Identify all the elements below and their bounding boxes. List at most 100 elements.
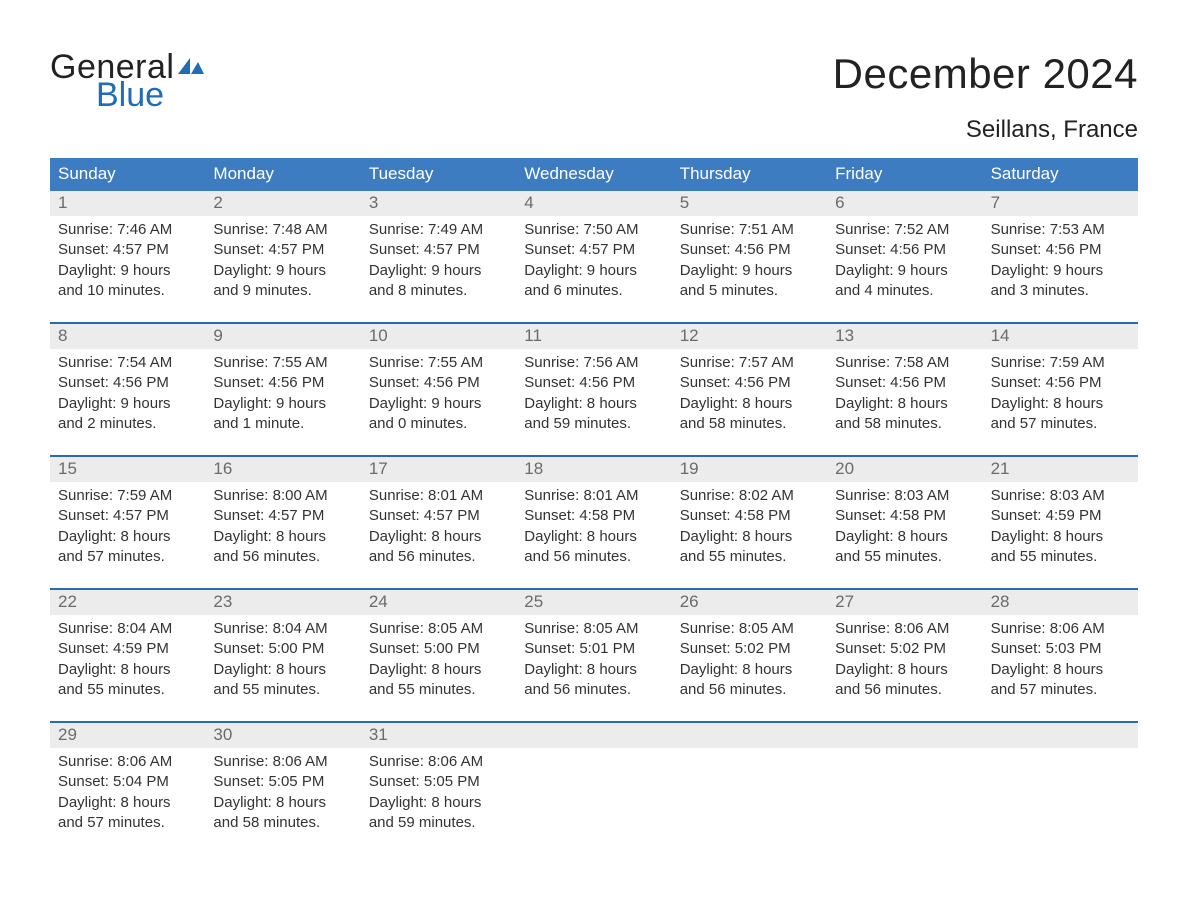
day-cell: Sunrise: 7:55 AMSunset: 4:56 PMDaylight:… [205, 349, 360, 441]
day-cell: Sunrise: 7:55 AMSunset: 4:56 PMDaylight:… [361, 349, 516, 441]
sunset-line: Sunset: 4:58 PM [835, 506, 974, 526]
sunset-line: Sunset: 4:57 PM [58, 506, 197, 526]
daylight-line-2: and 10 minutes. [58, 281, 197, 301]
day-number: 12 [672, 324, 827, 349]
logo: General Blue [50, 50, 204, 112]
sunset-line: Sunset: 4:57 PM [58, 240, 197, 260]
daylight-line-2: and 1 minute. [213, 414, 352, 434]
daylight-line-1: Daylight: 8 hours [213, 793, 352, 813]
day-number-row: 293031 [50, 723, 1138, 748]
day-number: 18 [516, 457, 671, 482]
sunrise-line: Sunrise: 8:06 AM [213, 752, 352, 772]
weekday-label: Thursday [672, 158, 827, 191]
sunrise-line: Sunrise: 8:05 AM [369, 619, 508, 639]
daylight-line-2: and 3 minutes. [991, 281, 1130, 301]
daylight-line-2: and 59 minutes. [524, 414, 663, 434]
sunset-line: Sunset: 4:59 PM [58, 639, 197, 659]
daylight-line-2: and 5 minutes. [680, 281, 819, 301]
day-cell: Sunrise: 8:05 AMSunset: 5:00 PMDaylight:… [361, 615, 516, 707]
daylight-line-1: Daylight: 8 hours [524, 394, 663, 414]
day-number: 19 [672, 457, 827, 482]
day-number [516, 723, 671, 748]
daylight-line-2: and 58 minutes. [835, 414, 974, 434]
sunrise-line: Sunrise: 8:01 AM [524, 486, 663, 506]
sunrise-line: Sunrise: 7:54 AM [58, 353, 197, 373]
daylight-line-1: Daylight: 9 hours [369, 261, 508, 281]
sunrise-line: Sunrise: 7:58 AM [835, 353, 974, 373]
sunrise-line: Sunrise: 7:56 AM [524, 353, 663, 373]
sunrise-line: Sunrise: 8:02 AM [680, 486, 819, 506]
weekday-label: Sunday [50, 158, 205, 191]
day-cell: Sunrise: 8:06 AMSunset: 5:04 PMDaylight:… [50, 748, 205, 840]
day-cell: Sunrise: 8:00 AMSunset: 4:57 PMDaylight:… [205, 482, 360, 574]
daylight-line-2: and 55 minutes. [213, 680, 352, 700]
sunset-line: Sunset: 4:58 PM [524, 506, 663, 526]
daylight-line-2: and 56 minutes. [369, 547, 508, 567]
sunset-line: Sunset: 4:56 PM [991, 240, 1130, 260]
daylight-line-2: and 55 minutes. [835, 547, 974, 567]
daylight-line-2: and 56 minutes. [213, 547, 352, 567]
daylight-line-1: Daylight: 8 hours [680, 660, 819, 680]
sunset-line: Sunset: 4:56 PM [835, 373, 974, 393]
day-cell: Sunrise: 7:46 AMSunset: 4:57 PMDaylight:… [50, 216, 205, 308]
day-cell: Sunrise: 7:57 AMSunset: 4:56 PMDaylight:… [672, 349, 827, 441]
calendar-week: 22232425262728Sunrise: 8:04 AMSunset: 4:… [50, 588, 1138, 707]
sunset-line: Sunset: 4:56 PM [680, 240, 819, 260]
sunrise-line: Sunrise: 7:48 AM [213, 220, 352, 240]
sunset-line: Sunset: 4:58 PM [680, 506, 819, 526]
daylight-line-1: Daylight: 9 hours [213, 394, 352, 414]
sunrise-line: Sunrise: 7:53 AM [991, 220, 1130, 240]
sunrise-line: Sunrise: 7:51 AM [680, 220, 819, 240]
page-title: December 2024 [833, 50, 1138, 98]
day-number: 30 [205, 723, 360, 748]
daylight-line-2: and 57 minutes. [58, 547, 197, 567]
daylight-line-2: and 59 minutes. [369, 813, 508, 833]
daylight-line-2: and 55 minutes. [991, 547, 1130, 567]
sunrise-line: Sunrise: 8:06 AM [58, 752, 197, 772]
day-number: 14 [983, 324, 1138, 349]
weekday-label: Tuesday [361, 158, 516, 191]
daylight-line-2: and 56 minutes. [835, 680, 974, 700]
sunrise-line: Sunrise: 8:01 AM [369, 486, 508, 506]
day-cell: Sunrise: 7:59 AMSunset: 4:57 PMDaylight:… [50, 482, 205, 574]
day-cell: Sunrise: 7:48 AMSunset: 4:57 PMDaylight:… [205, 216, 360, 308]
sunrise-line: Sunrise: 7:55 AM [369, 353, 508, 373]
sunset-line: Sunset: 5:00 PM [213, 639, 352, 659]
sunset-line: Sunset: 5:04 PM [58, 772, 197, 792]
sunset-line: Sunset: 5:02 PM [835, 639, 974, 659]
daylight-line-1: Daylight: 8 hours [213, 527, 352, 547]
sunset-line: Sunset: 5:05 PM [369, 772, 508, 792]
day-number-row: 15161718192021 [50, 457, 1138, 482]
sunrise-line: Sunrise: 8:06 AM [991, 619, 1130, 639]
day-number: 16 [205, 457, 360, 482]
sunrise-line: Sunrise: 7:52 AM [835, 220, 974, 240]
day-number: 22 [50, 590, 205, 615]
sunset-line: Sunset: 4:56 PM [213, 373, 352, 393]
daylight-line-2: and 9 minutes. [213, 281, 352, 301]
sunrise-line: Sunrise: 7:55 AM [213, 353, 352, 373]
day-number: 6 [827, 191, 982, 216]
day-number: 10 [361, 324, 516, 349]
day-number: 20 [827, 457, 982, 482]
day-number: 17 [361, 457, 516, 482]
daylight-line-2: and 55 minutes. [58, 680, 197, 700]
day-number: 8 [50, 324, 205, 349]
daylight-line-1: Daylight: 8 hours [835, 660, 974, 680]
day-cell: Sunrise: 7:51 AMSunset: 4:56 PMDaylight:… [672, 216, 827, 308]
day-cell: Sunrise: 8:04 AMSunset: 5:00 PMDaylight:… [205, 615, 360, 707]
daylight-line-1: Daylight: 9 hours [58, 394, 197, 414]
calendar-week: 891011121314Sunrise: 7:54 AMSunset: 4:56… [50, 322, 1138, 441]
daylight-line-1: Daylight: 9 hours [991, 261, 1130, 281]
day-number: 5 [672, 191, 827, 216]
day-number: 9 [205, 324, 360, 349]
sunset-line: Sunset: 4:56 PM [58, 373, 197, 393]
daylight-line-1: Daylight: 8 hours [369, 527, 508, 547]
weekday-header: Sunday Monday Tuesday Wednesday Thursday… [50, 158, 1138, 191]
daylight-line-2: and 56 minutes. [524, 547, 663, 567]
daylight-line-1: Daylight: 8 hours [835, 527, 974, 547]
daylight-line-1: Daylight: 8 hours [991, 394, 1130, 414]
sunrise-line: Sunrise: 8:06 AM [369, 752, 508, 772]
day-cell: Sunrise: 7:56 AMSunset: 4:56 PMDaylight:… [516, 349, 671, 441]
calendar: Sunday Monday Tuesday Wednesday Thursday… [50, 158, 1138, 840]
day-number: 13 [827, 324, 982, 349]
